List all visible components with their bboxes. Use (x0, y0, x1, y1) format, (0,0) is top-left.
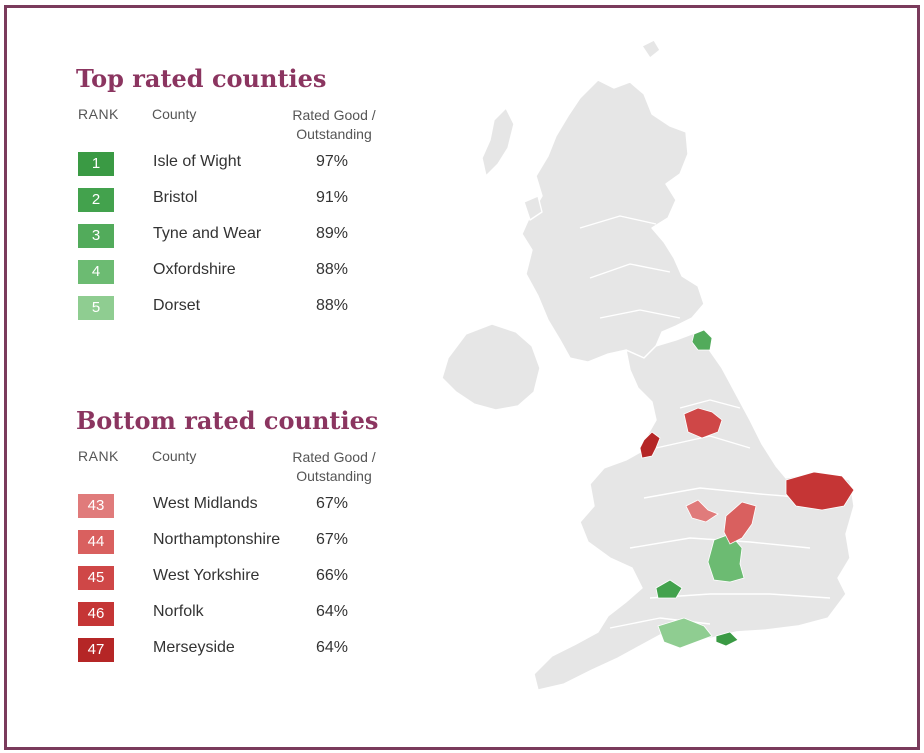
uk-county-map (441, 39, 855, 691)
rating-percent: 64% (316, 639, 349, 656)
map-base-regions (441, 39, 855, 691)
rated-header-line2: Outstanding (296, 126, 372, 142)
county-header: County (152, 448, 197, 464)
rank-badge: 5 (78, 296, 114, 320)
rank-badge: 4 (78, 260, 114, 284)
county-name: Northamptonshire (153, 531, 281, 548)
table-row: 44 Northamptonshire 67% (76, 530, 406, 566)
northern-ireland-region (441, 323, 541, 411)
rated-header: Rated Good / Outstanding (284, 106, 384, 144)
table-row: 46 Norfolk 64% (76, 602, 406, 638)
county-header: County (152, 106, 197, 122)
county-name: Merseyside (153, 639, 235, 656)
rating-percent: 67% (316, 531, 349, 548)
table-row: 3 Tyne and Wear 89% (76, 224, 406, 260)
rank-header: RANK (78, 106, 119, 122)
rank-badge: 45 (78, 566, 114, 590)
top-rated-panel: Top rated counties RANK County Rated Goo… (76, 62, 406, 332)
top-table-header: RANK County Rated Good / Outstanding (76, 102, 406, 152)
county-name: Oxfordshire (153, 261, 236, 278)
county-name: Isle of Wight (153, 153, 242, 170)
table-row: 43 West Midlands 67% (76, 494, 406, 530)
rank-header: RANK (78, 448, 119, 464)
table-row: 45 West Yorkshire 66% (76, 566, 406, 602)
rating-percent: 88% (316, 261, 349, 278)
highlighted-counties (639, 329, 855, 649)
top-table-rows: 1 Isle of Wight 97% 2 Bristol 91% 3 Tyne… (76, 152, 406, 332)
county-name: Dorset (153, 297, 201, 314)
table-row: 47 Merseyside 64% (76, 638, 406, 674)
county-shape-norfolk (785, 471, 855, 511)
skye-region (523, 195, 543, 221)
rating-percent: 66% (316, 567, 349, 584)
rank-badge: 43 (78, 494, 114, 518)
bottom-table-header: RANK County Rated Good / Outstanding (76, 444, 406, 494)
county-shape-merseyside (639, 431, 661, 459)
rated-header: Rated Good / Outstanding (284, 448, 384, 486)
county-name: Tyne and Wear (153, 225, 262, 242)
rank-badge: 46 (78, 602, 114, 626)
county-shape-dorset (657, 617, 713, 649)
table-row: 2 Bristol 91% (76, 188, 406, 224)
county-shape-northamptonshire (723, 501, 757, 545)
rank-badge: 2 (78, 188, 114, 212)
county-shape-tyne-and-wear (691, 329, 713, 351)
bottom-table-rows: 43 West Midlands 67% 44 Northamptonshire… (76, 494, 406, 674)
county-name: West Midlands (153, 495, 258, 512)
rating-percent: 64% (316, 603, 349, 620)
table-row: 5 Dorset 88% (76, 296, 406, 332)
rank-badge: 1 (78, 152, 114, 176)
orkney-region (641, 39, 661, 59)
rating-percent: 88% (316, 297, 349, 314)
rated-header-line1: Rated Good / (292, 449, 376, 465)
county-name: Bristol (153, 189, 198, 206)
rated-header-line2: Outstanding (296, 468, 372, 484)
western-isles-region (481, 107, 515, 177)
bottom-rated-title: Bottom rated counties (76, 406, 379, 435)
top-rated-title: Top rated counties (76, 64, 327, 93)
rating-percent: 91% (316, 189, 349, 206)
rating-percent: 89% (316, 225, 349, 242)
table-row: 4 Oxfordshire 88% (76, 260, 406, 296)
county-name: Norfolk (153, 603, 204, 620)
scotland-region (521, 79, 705, 363)
county-shape-west-midlands (685, 499, 719, 523)
rating-percent: 97% (316, 153, 349, 170)
county-shape-isle-of-wight (715, 631, 739, 647)
county-shape-west-yorkshire (683, 407, 723, 439)
rank-badge: 3 (78, 224, 114, 248)
county-name: West Yorkshire (153, 567, 260, 584)
rating-percent: 67% (316, 495, 349, 512)
rank-badge: 47 (78, 638, 114, 662)
county-shape-bristol (655, 579, 683, 599)
card-frame (4, 5, 920, 750)
table-row: 1 Isle of Wight 97% (76, 152, 406, 188)
rated-header-line1: Rated Good / (292, 107, 376, 123)
rank-badge: 44 (78, 530, 114, 554)
bottom-rated-panel: Bottom rated counties RANK County Rated … (76, 404, 406, 674)
